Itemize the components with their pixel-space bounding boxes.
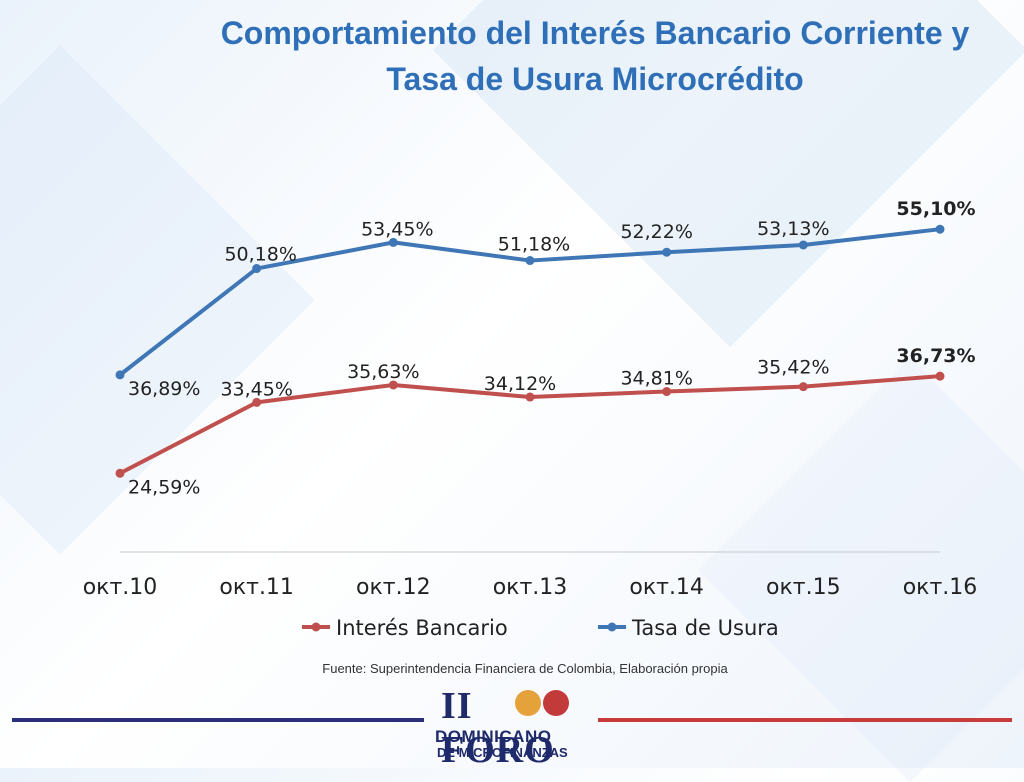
- data-point: [252, 264, 262, 274]
- data-label: 35,42%: [757, 357, 829, 379]
- data-point: [388, 380, 398, 390]
- data-label: 50,18%: [224, 244, 296, 266]
- data-point: [115, 468, 125, 478]
- data-label: 55,10%: [896, 198, 975, 220]
- data-point: [252, 397, 262, 407]
- x-tick-label: окт.10: [83, 575, 158, 600]
- data-label: 24,59%: [128, 476, 200, 498]
- logo-emblem-icon: [515, 690, 541, 716]
- title-line-2: Tasa de Usura Microcrédito: [386, 61, 804, 97]
- legend-label: Interés Bancario: [336, 616, 508, 640]
- x-tick-label: окт.15: [766, 575, 841, 600]
- data-point: [115, 370, 125, 380]
- logo-subtitle-1: DOMINICANO: [435, 727, 552, 746]
- data-label: 53,13%: [757, 218, 829, 240]
- data-label: 35,63%: [347, 361, 419, 383]
- data-label: 36,73%: [896, 345, 975, 367]
- data-point: [525, 392, 535, 402]
- legend-label: Tasa de Usura: [631, 616, 779, 640]
- logo-title: II FORO: [441, 685, 555, 771]
- data-label: 52,22%: [620, 221, 692, 243]
- logo-subtitle-2: DE MICROFINANZAS: [437, 745, 568, 760]
- data-point: [525, 256, 535, 266]
- data-label: 53,45%: [361, 218, 433, 240]
- source-note: Fuente: Superintendencia Financiera de C…: [322, 661, 728, 676]
- legend-marker-icon: [311, 622, 321, 632]
- logo: II FORO DOMINICANO DE MICROFINANZAS: [435, 684, 595, 771]
- line-chart: окт.10 окт.11 окт.12 окт.13 окт.14 окт.15 окт.…: [83, 198, 978, 640]
- x-tick-label: окт.14: [629, 575, 704, 600]
- data-point: [798, 382, 808, 392]
- x-tick-label: окт.12: [356, 575, 431, 600]
- data-point: [935, 224, 945, 234]
- logo-emblem-icon: [543, 690, 569, 716]
- data-point: [388, 237, 398, 247]
- data-point: [935, 371, 945, 381]
- footer-bar-right: [598, 718, 1012, 722]
- data-point: [662, 247, 672, 257]
- x-tick-label: окт.13: [493, 575, 568, 600]
- title-line-1: Comportamiento del Interés Bancario Corr…: [220, 15, 970, 51]
- footer-bar-left: [12, 718, 424, 722]
- slide-title: Comportamiento del Interés Bancario Corr…: [100, 10, 1024, 102]
- data-label: 34,81%: [620, 368, 692, 390]
- data-label: 36,89%: [128, 378, 200, 400]
- data-label: 51,18%: [498, 234, 570, 256]
- legend-marker-icon: [607, 622, 617, 632]
- data-point: [662, 387, 672, 397]
- data-point: [798, 240, 808, 250]
- x-tick-label: окт.16: [903, 575, 978, 600]
- data-label: 34,12%: [484, 373, 556, 395]
- data-label: 33,45%: [220, 378, 292, 400]
- x-tick-label: окт.11: [219, 575, 294, 600]
